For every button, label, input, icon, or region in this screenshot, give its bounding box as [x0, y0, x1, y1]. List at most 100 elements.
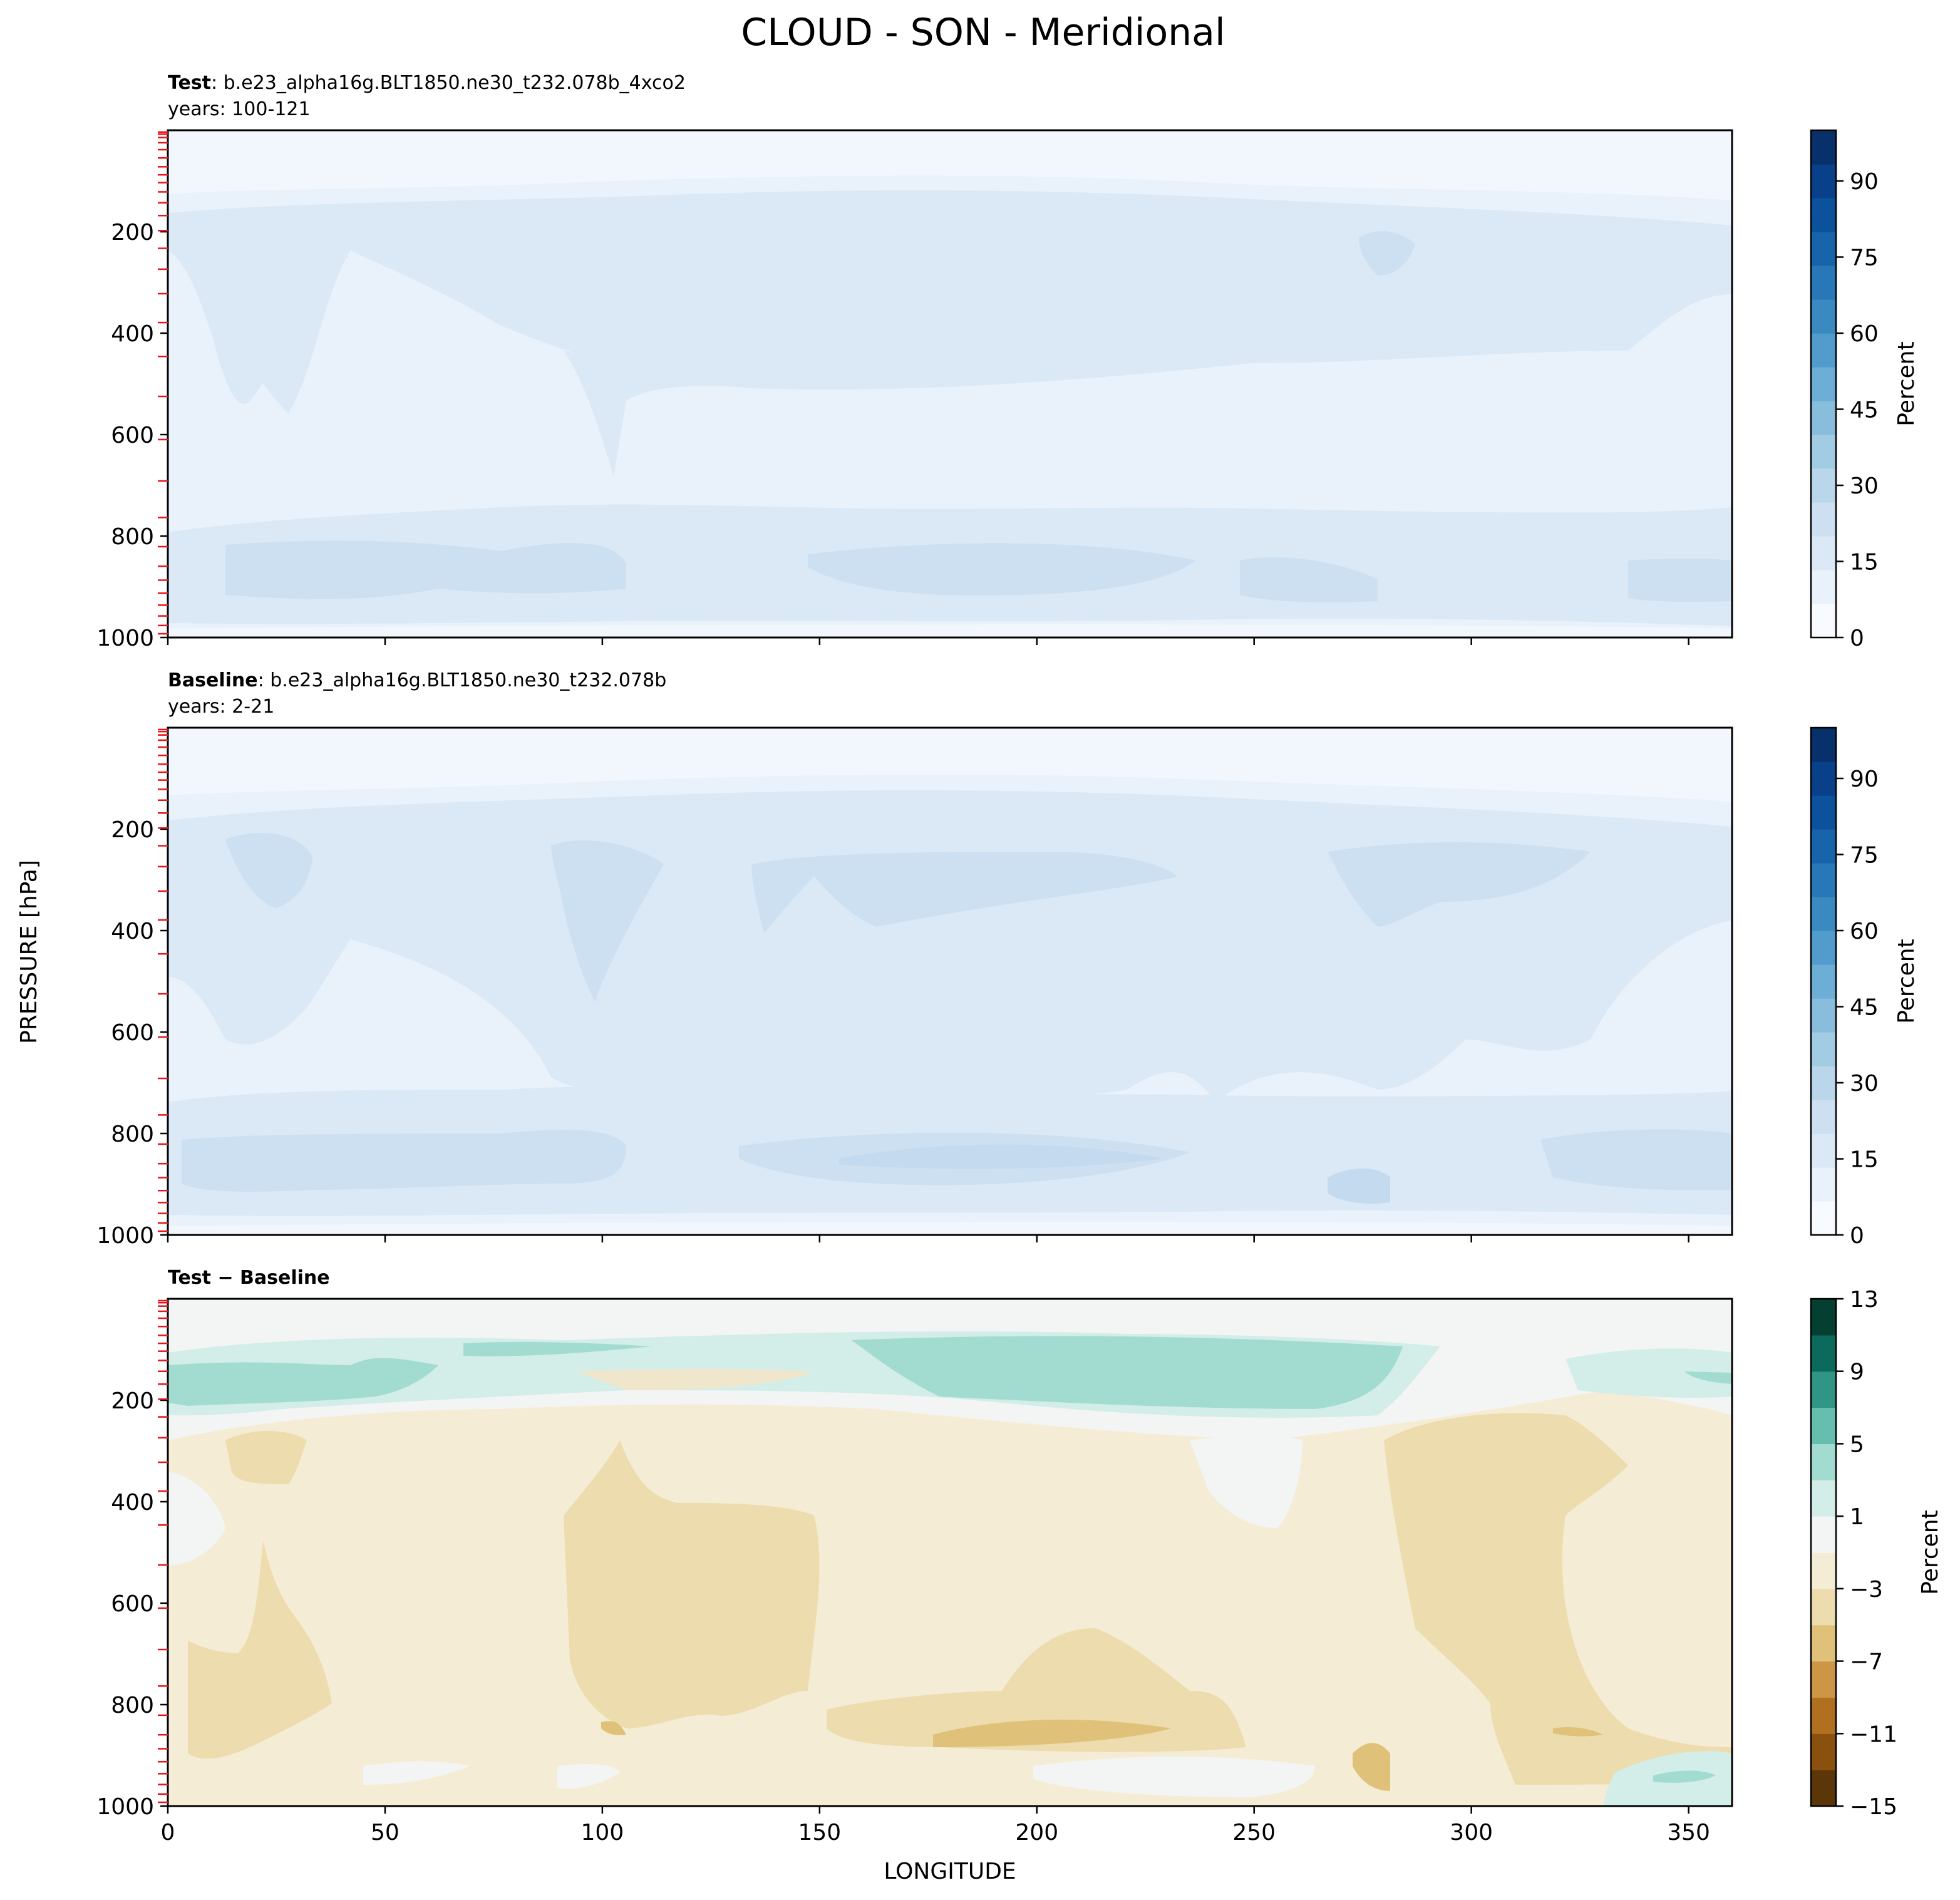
colorbar-swatch [1811, 829, 1836, 864]
y-tick-label: 600 [111, 1591, 154, 1617]
contour-band-neg-b [564, 1440, 820, 1728]
colorbar-swatch [1811, 367, 1836, 401]
baseline-red-ticks [158, 728, 168, 1232]
colorbar-swatch [1811, 266, 1836, 300]
colorbar-swatch [1811, 762, 1836, 796]
x-tick-label: 100 [581, 1820, 624, 1846]
baseline-title-bold: Baseline [168, 669, 258, 691]
contour-band-mid-neutral [168, 1472, 225, 1566]
test-red-ticks [158, 131, 168, 635]
contour-band-neg-a [225, 1431, 307, 1484]
colorbar-swatch [1811, 1299, 1836, 1336]
colorbar-swatch [1811, 1133, 1836, 1168]
colorbar-tick-label: 15 [1850, 550, 1879, 576]
figure-title: CLOUD - SON - Meridional [741, 11, 1225, 54]
colorbar-label: Percent [1917, 1510, 1943, 1594]
colorbar-swatch [1811, 863, 1836, 897]
colorbar-swatch [1811, 232, 1836, 266]
contour-band-top-neg [576, 1369, 814, 1390]
y-tick-label: 200 [111, 1388, 154, 1414]
contour-band-bottom-neutral-b [363, 1761, 470, 1785]
contour-band-top [168, 130, 1732, 200]
colorbar-swatch [1811, 1443, 1836, 1480]
x-tick-label: 250 [1232, 1820, 1276, 1846]
colorbar-swatch [1811, 1661, 1836, 1698]
colorbar-tick-label: −3 [1850, 1577, 1883, 1603]
contour-band-neg-e [1384, 1413, 1732, 1785]
y-tick-label: 800 [111, 524, 154, 550]
colorbar-swatch [1811, 998, 1836, 1033]
colorbar-swatch [1811, 897, 1836, 931]
x-tick-label: 350 [1667, 1820, 1710, 1846]
contour-band-top [168, 728, 1732, 802]
colorbar-tick-label: 30 [1850, 1071, 1879, 1097]
test-panel-title: Test: b.e23_alpha16g.BLT1850.ne30_t232.0… [168, 72, 686, 94]
y-tick-label: 200 [111, 220, 154, 245]
colorbar-swatch [1811, 536, 1836, 571]
contour-band-lower-d [1328, 1168, 1390, 1204]
colorbar-label: Percent [1894, 939, 1919, 1023]
y-tick-label: 400 [111, 1490, 154, 1515]
colorbar-swatch [1811, 1624, 1836, 1662]
colorbar-label: Percent [1894, 341, 1919, 426]
x-tick-label: 300 [1450, 1820, 1493, 1846]
test-axes-frame [167, 129, 1733, 639]
baseline-colorbar: 0 15 30 45 60 75 90 Percent [1810, 726, 1919, 1249]
test-title-case: : b.e23_alpha16g.BLT1850.ne30_t232.078b_… [211, 72, 686, 94]
x-tick-label: 150 [798, 1820, 841, 1846]
contour-band-surface [168, 1222, 1732, 1235]
contour-band-top-pos-strong-a [168, 1358, 438, 1406]
colorbar-swatch [1811, 333, 1836, 368]
colorbar-tick-label: −11 [1850, 1722, 1897, 1747]
contour-band-lower-deep [225, 540, 626, 599]
test-colorbar: 0 15 30 45 60 75 90 Percent [1810, 129, 1919, 651]
x-tick-label: 0 [161, 1820, 175, 1846]
contour-band-bottom-neutral-c [557, 1764, 620, 1789]
contour-band-upper-b [551, 840, 664, 1002]
colorbar-tick-label: −7 [1850, 1650, 1883, 1675]
y-tick-label: 800 [111, 1122, 154, 1147]
contour-band-lower-deep-4 [1628, 558, 1732, 602]
colorbar-tick-label: 45 [1850, 995, 1879, 1021]
contour-band-deep [564, 351, 751, 476]
y-tick-label: 400 [111, 919, 154, 944]
colorbar-swatch [1811, 502, 1836, 537]
y-tick-label: 600 [111, 423, 154, 448]
y-tick-label: 200 [111, 817, 154, 843]
test-title-bold: Test [168, 72, 211, 94]
colorbar-swatch [1811, 1552, 1836, 1589]
difference-panel-title: Test − Baseline [168, 1267, 330, 1289]
colorbar-swatch [1811, 1516, 1836, 1553]
test-y-ticks: 200 400 600 800 1000 [96, 220, 168, 651]
colorbar-tick-label: 45 [1850, 398, 1879, 423]
colorbar-swatch [1811, 1733, 1836, 1770]
difference-axes-frame [167, 1298, 1733, 1807]
contour-band-lower-deep-2 [808, 543, 1196, 596]
colorbar-swatch [1811, 570, 1836, 604]
y-tick-label: 1000 [96, 1223, 154, 1249]
difference-red-ticks [158, 1299, 168, 1804]
contour-band-neg-strong-a [933, 1720, 1171, 1747]
contour-band-top-pos-strong-b [852, 1336, 1403, 1409]
colorbar-swatch [1811, 435, 1836, 469]
contour-band-neg-strong-b [1353, 1743, 1390, 1791]
contour-band-lower-a [182, 1130, 626, 1192]
contour-band-lower-e [839, 1144, 1165, 1169]
colorbar-tick-label: 5 [1850, 1432, 1864, 1457]
colorbar-swatch [1811, 728, 1836, 762]
colorbar-swatch [1811, 1066, 1836, 1100]
contour-band-neg-c [188, 1541, 332, 1759]
colorbar-tick-label: 0 [1850, 626, 1864, 651]
contour-band-upper-2 [168, 250, 351, 405]
colorbar-tick-label: 30 [1850, 473, 1879, 499]
contour-band-lower-c [1540, 1129, 1732, 1190]
colorbar-swatch [1811, 1407, 1836, 1445]
colorbar-swatch [1811, 931, 1836, 965]
colorbar-tick-label: 0 [1850, 1223, 1864, 1249]
difference-contour-field [168, 1299, 1732, 1806]
contour-band-neg-strong-d [1553, 1727, 1603, 1737]
contour-band-upper-3 [1359, 231, 1415, 276]
y-tick-label: 1000 [96, 626, 154, 651]
contour-band-upper [168, 190, 1732, 413]
